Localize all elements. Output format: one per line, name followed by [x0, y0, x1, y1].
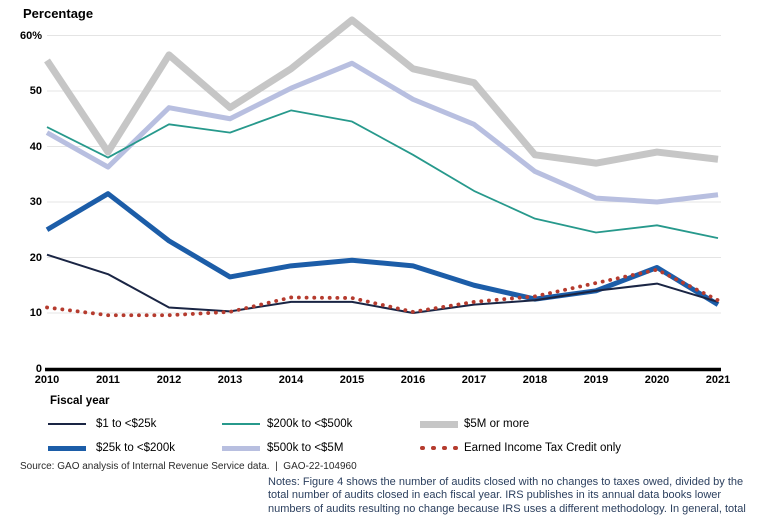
legend-item-200k-to-500k: $200k to <$500k: [222, 417, 352, 431]
x-tick-label-2019: 2019: [583, 374, 609, 386]
source-credit-line: Source: GAO analysis of Internal Revenue…: [20, 461, 357, 472]
series-line--200k-to-500k: [46, 109, 719, 239]
x-tick-label-2010: 2010: [34, 374, 60, 386]
legend-item-eitc: Earned Income Tax Credit only: [420, 441, 621, 455]
legend-label: $200k to <$500k: [267, 418, 353, 430]
y-tick-label-50: 50: [29, 85, 42, 97]
x-tick-label-2011: 2011: [96, 374, 120, 386]
notes-line-1: Notes: Figure 4 shows the number of audi…: [268, 476, 744, 488]
x-tick-label-2012: 2012: [156, 374, 182, 386]
legend-item-1-to-25k: $1 to <$25k: [48, 417, 156, 431]
series-lines: [44, 16, 720, 318]
legend-swatch-red-dots: [420, 441, 458, 455]
y-tick-label-30: 30: [29, 196, 42, 208]
x-tick-label-2015: 2015: [339, 374, 365, 386]
x-tick-label-2016: 2016: [400, 374, 426, 386]
y-tick-label-10: 10: [29, 307, 42, 319]
y-axis-title: Percentage: [23, 6, 94, 21]
legend-label: $25k to <$200k: [96, 442, 175, 454]
legend-swatch-gray-line: [420, 420, 458, 428]
legend-label: $1 to <$25k: [96, 418, 157, 430]
notes-line-2: total number of audits closed in each fi…: [268, 489, 722, 502]
legend-swatch-teal-line: [222, 423, 260, 425]
notes-line-3: numbers of audits resulting no change be…: [268, 502, 746, 515]
legend-item-25k-to-200k: $25k to <$200k: [48, 441, 175, 455]
series-line--1-to-25k: [46, 253, 719, 314]
legend-swatch-navy-line: [48, 423, 86, 425]
legend-label: $5M or more: [464, 418, 530, 430]
legend-item-5m-or-more: $5M or more: [420, 417, 529, 431]
x-tick-label-2013: 2013: [217, 374, 243, 386]
legend-label: Earned Income Tax Credit only: [464, 442, 622, 454]
series-line-earned-income-tax-credit-only: [45, 267, 720, 318]
y-tick-label-60: 60%: [19, 29, 42, 42]
line-chart-plot: [44, 16, 721, 372]
series-line--25k-to-200k: [45, 191, 720, 307]
x-tick-label-2014: 2014: [278, 374, 304, 386]
y-tick-label-40: 40: [29, 140, 42, 153]
legend-swatch-blue-line: [48, 445, 86, 451]
y-tick-label-20: 20: [29, 251, 42, 264]
legend-item-500k-to-5m: $500k to <$5M: [222, 441, 343, 455]
x-tick-label-2018: 2018: [522, 374, 548, 386]
y-tick-label-0: 0: [35, 362, 42, 375]
gridlines: [47, 35, 721, 314]
series-line--5m-or-more: [44, 16, 719, 167]
x-axis-title: Fiscal year: [50, 395, 110, 407]
figure-notes: Notes: Figure 4 shows the number of audi…: [268, 476, 746, 516]
x-tick-label-2021: 2021: [705, 374, 731, 386]
legend-swatch-lavender-line: [222, 445, 260, 451]
x-tick-label-2017: 2017: [461, 374, 487, 386]
legend-label: $500k to <$5M: [267, 442, 344, 454]
series-line--500k-to-5m: [45, 60, 719, 205]
x-tick-label-2020: 2020: [644, 374, 670, 386]
